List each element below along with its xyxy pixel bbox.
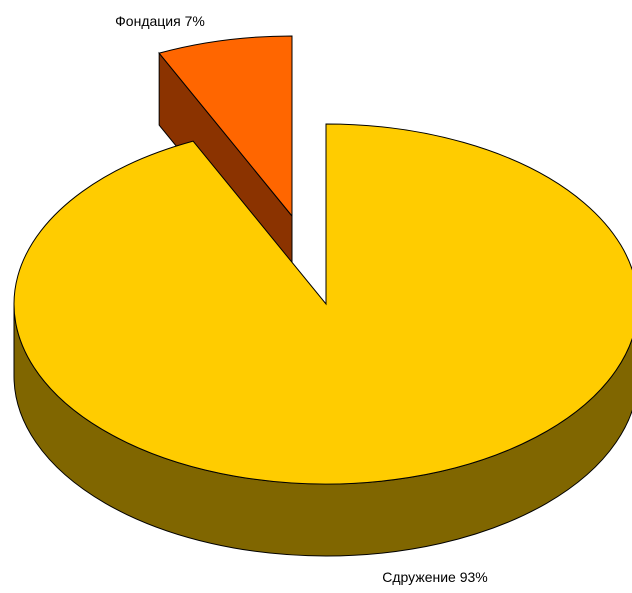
slice-label-fondatsiya: Фондация 7% — [115, 13, 205, 29]
slice-top-sdruzhenie — [13, 123, 632, 485]
slice-top-group — [13, 35, 632, 485]
slice-label-sdruzhenie: Сдружение 93% — [382, 569, 487, 585]
slice-top-fondatsiya — [158, 35, 293, 218]
